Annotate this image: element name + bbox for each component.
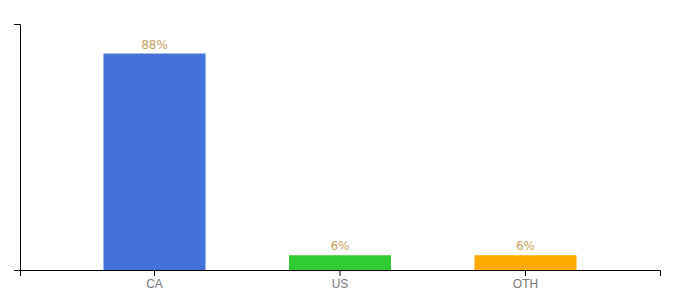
x-tick: CA <box>146 270 163 291</box>
x-tick-mark <box>154 270 155 276</box>
data-labels: 88% 6% 6% <box>141 38 535 254</box>
plot-area: 88% 6% 6% CA US OTH <box>14 25 661 291</box>
data-label: 6% <box>330 239 349 253</box>
x-tick-label: OTH <box>513 277 538 291</box>
x-axis-line <box>21 271 661 277</box>
bar <box>289 255 391 270</box>
bars <box>103 54 576 270</box>
data-label: 88% <box>141 38 168 52</box>
data-label: 6% <box>516 239 535 253</box>
x-tick-mark <box>525 270 526 276</box>
x-tick-label: US <box>332 277 349 291</box>
bar <box>103 54 205 270</box>
bar <box>474 255 576 270</box>
x-axis: CA US OTH <box>21 270 661 291</box>
y-axis-line <box>14 25 21 271</box>
y-axis <box>14 25 21 271</box>
chart: 88% 6% 6% CA US OTH <box>0 0 680 300</box>
x-tick: US <box>332 270 349 291</box>
x-tick-label: CA <box>146 277 163 291</box>
x-tick: OTH <box>513 270 538 291</box>
x-tick-mark <box>340 270 341 276</box>
